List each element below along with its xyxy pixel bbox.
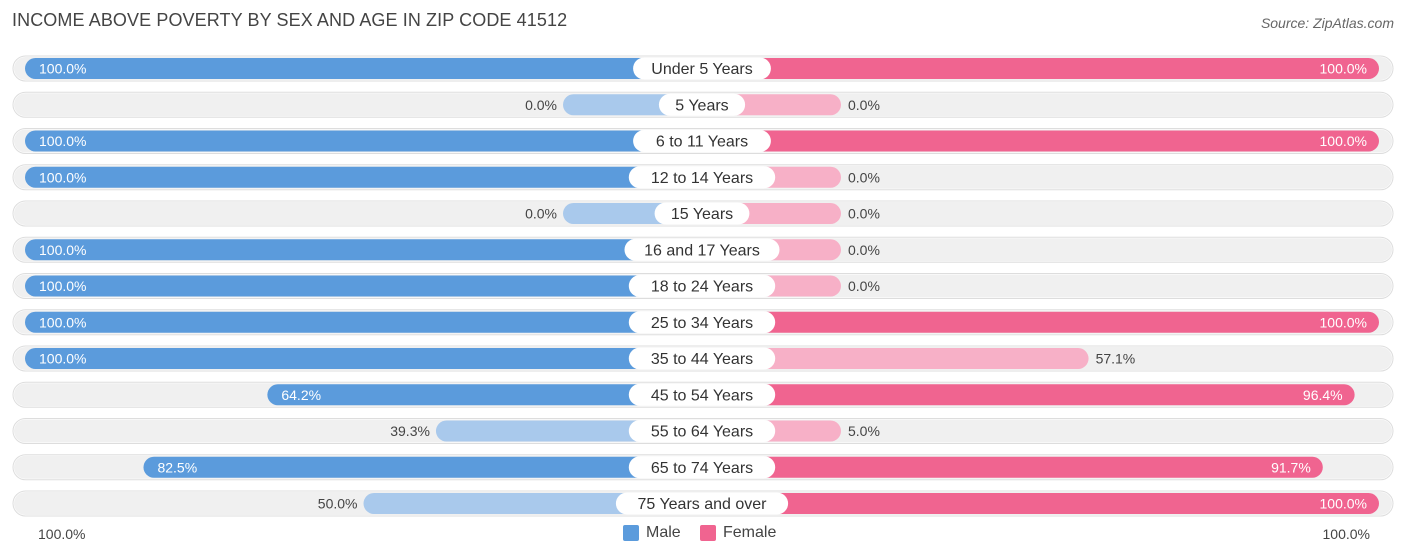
male-value-label: 0.0%	[525, 97, 557, 113]
category-label: Under 5 Years	[651, 61, 752, 78]
category-pill	[624, 238, 780, 261]
male-bar	[25, 130, 702, 152]
female-value-label: 0.0%	[848, 242, 880, 258]
female-value-label: 0.0%	[848, 169, 880, 185]
male-value-label: 100.0%	[39, 314, 86, 330]
legend-swatch-male	[623, 525, 639, 541]
category-label: 65 to 74 Years	[651, 460, 753, 477]
category-pill	[658, 93, 746, 116]
legend-swatch-female	[700, 525, 716, 541]
category-label: 55 to 64 Years	[651, 424, 753, 441]
female-value-label: 100.0%	[1320, 133, 1367, 149]
category-label: 6 to 11 Years	[656, 134, 748, 151]
category-pill	[628, 166, 776, 189]
female-value-label: 91.7%	[1271, 459, 1311, 475]
female-value-label: 0.0%	[848, 278, 880, 294]
male-value-label: 100.0%	[39, 133, 86, 149]
category-pill	[633, 130, 771, 152]
legend-label-male: Male	[646, 524, 681, 541]
male-value-label: 0.0%	[525, 206, 557, 222]
category-label: 45 to 54 Years	[651, 387, 753, 404]
legend-item-male: Male	[623, 524, 681, 542]
legend: 100.0% Male Female 100.0%	[0, 524, 1406, 546]
category-label: 75 Years and over	[638, 496, 768, 513]
chart-title: INCOME ABOVE POVERTY BY SEX AND AGE IN Z…	[12, 10, 568, 30]
male-value-label: 100.0%	[39, 351, 86, 367]
category-pill	[628, 311, 776, 334]
female-bar	[702, 348, 1089, 369]
male-value-label: 100.0%	[39, 61, 86, 77]
female-bar	[702, 493, 1379, 514]
bar-chart: Under 5 Years 100.0% 100.0% 5 Years 0.0% 0.0%…	[12, 55, 1394, 517]
male-value-label: 100.0%	[39, 242, 86, 258]
female-value-label: 100.0%	[1320, 61, 1367, 77]
female-bar	[702, 58, 1379, 79]
legend-item-female: Female	[700, 524, 776, 542]
male-value-label: 50.0%	[318, 496, 358, 512]
category-pill	[628, 275, 776, 297]
category-label: 5 Years	[675, 97, 728, 114]
category-pill	[615, 492, 789, 515]
category-label: 12 to 14 Years	[651, 170, 753, 187]
male-bar	[25, 58, 702, 79]
male-value-label: 100.0%	[39, 278, 86, 294]
female-value-label: 0.0%	[848, 206, 880, 222]
male-bar	[267, 384, 702, 406]
category-label: 16 and 17 Years	[644, 242, 760, 259]
female-bar	[702, 456, 1323, 478]
category-pill	[628, 383, 776, 406]
category-pill	[654, 202, 750, 225]
male-value-label: 100.0%	[39, 169, 86, 185]
category-label: 18 to 24 Years	[651, 279, 753, 296]
category-label: 25 to 34 Years	[651, 315, 753, 332]
female-value-label: 96.4%	[1303, 387, 1343, 403]
category-pill	[628, 347, 776, 370]
category-pill	[633, 57, 771, 80]
male-bar	[25, 311, 702, 333]
axis-label-left: 100.0%	[38, 526, 86, 542]
male-bar	[143, 456, 703, 478]
male-bar	[25, 348, 702, 369]
category-pill	[628, 456, 776, 479]
male-bar	[25, 239, 702, 261]
male-value-label: 64.2%	[281, 387, 321, 403]
female-bar	[702, 311, 1379, 333]
category-label: 15 Years	[671, 206, 733, 223]
female-value-label: 5.0%	[848, 423, 880, 439]
category-label: 35 to 44 Years	[651, 351, 753, 368]
female-bar	[702, 384, 1355, 406]
female-value-label: 0.0%	[848, 97, 880, 113]
female-value-label: 100.0%	[1320, 314, 1367, 330]
female-bar	[702, 130, 1379, 152]
male-value-label: 39.3%	[390, 423, 430, 439]
axis-label-right: 100.0%	[1322, 526, 1370, 542]
male-value-label: 82.5%	[157, 459, 197, 475]
chart-source: Source: ZipAtlas.com	[1260, 15, 1394, 31]
female-value-label: 100.0%	[1320, 496, 1367, 512]
legend-label-female: Female	[723, 524, 777, 541]
male-bar	[25, 166, 702, 188]
female-value-label: 57.1%	[1096, 351, 1136, 367]
male-bar	[25, 275, 702, 297]
category-pill	[628, 420, 776, 442]
